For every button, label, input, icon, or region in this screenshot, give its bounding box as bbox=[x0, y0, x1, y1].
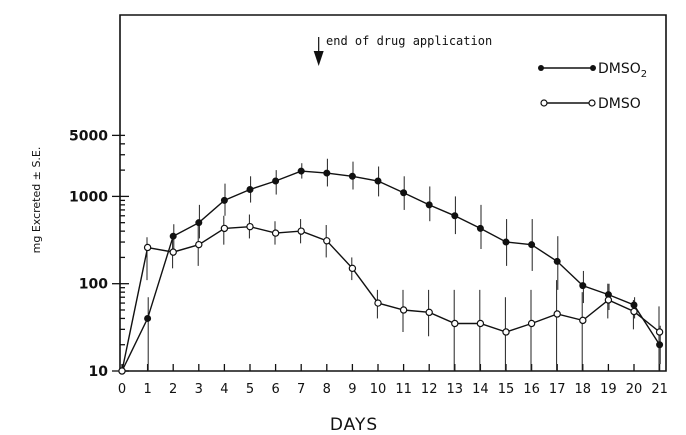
x-tick-label: 17 bbox=[549, 382, 566, 397]
data-points bbox=[118, 167, 664, 375]
dmso-point bbox=[579, 316, 587, 325]
y-tick-label: 100 bbox=[79, 277, 108, 293]
dmso2-point bbox=[425, 201, 433, 209]
dmso2-point bbox=[476, 224, 484, 232]
legend-label-dmso2-sub: 2 bbox=[641, 69, 647, 80]
dmso-point bbox=[527, 319, 536, 328]
dmso2-point bbox=[348, 172, 356, 180]
dmso2-point bbox=[169, 232, 177, 240]
x-tick-label: 3 bbox=[195, 382, 203, 397]
dmso2-point bbox=[579, 282, 587, 290]
x-tick-label: 18 bbox=[575, 382, 592, 397]
x-tick-label: 10 bbox=[370, 382, 387, 397]
dmso2-point bbox=[553, 257, 561, 265]
x-tick-label: 0 bbox=[118, 382, 126, 397]
legend-label-dmso2: DMSO2 bbox=[598, 61, 647, 80]
x-tick-label: 15 bbox=[498, 382, 515, 397]
x-tick-label: 9 bbox=[348, 382, 356, 397]
dmso-point bbox=[297, 227, 305, 235]
legend-item-dmso: DMSO bbox=[540, 96, 641, 112]
plot-frame bbox=[119, 14, 667, 372]
dmso-point bbox=[246, 222, 254, 231]
x-axis-label: DAYS bbox=[330, 415, 378, 435]
series-line-dmso bbox=[121, 225, 661, 372]
x-tick-label: 20 bbox=[626, 382, 643, 397]
dmso-point bbox=[220, 224, 229, 233]
dmso-point bbox=[425, 308, 433, 317]
dmso2-point bbox=[656, 341, 664, 349]
x-tick-label: 14 bbox=[472, 382, 489, 397]
axes bbox=[119, 14, 667, 372]
dmso-point bbox=[553, 310, 561, 318]
legend-marker-open-end bbox=[588, 99, 596, 107]
x-tick-label: 11 bbox=[395, 382, 412, 397]
legend-marker-filled bbox=[538, 65, 544, 71]
x-tick-label: 13 bbox=[447, 382, 464, 397]
dmso-point bbox=[323, 237, 331, 245]
dmso2-point bbox=[528, 241, 536, 249]
x-tick-label: 21 bbox=[651, 382, 668, 397]
dmso-point bbox=[451, 319, 459, 328]
annotation-text: end of drug application bbox=[326, 34, 492, 48]
dmso-point bbox=[502, 328, 510, 336]
x-tick-label: 16 bbox=[523, 382, 540, 397]
dmso2-point bbox=[502, 238, 510, 246]
dmso-point bbox=[348, 264, 357, 273]
y-axis-ticks: 10 100 1000 5000 bbox=[69, 128, 129, 380]
legend: DMSO2 DMSO bbox=[538, 61, 647, 112]
dmso-point bbox=[374, 299, 382, 307]
x-tick-label: 8 bbox=[323, 382, 331, 397]
dmso-point bbox=[655, 328, 664, 336]
dmso-point bbox=[195, 240, 203, 249]
x-tick-label: 12 bbox=[421, 382, 438, 397]
dmso-point bbox=[143, 243, 152, 252]
dmso-point bbox=[630, 307, 638, 316]
dmso-point bbox=[169, 248, 177, 256]
legend-label-dmso: DMSO bbox=[598, 96, 641, 112]
dmso2-point bbox=[400, 189, 408, 197]
arrow-down-icon bbox=[313, 51, 324, 66]
legend-marker-open bbox=[540, 99, 548, 107]
x-tick-label: 6 bbox=[271, 382, 279, 397]
dmso2-point bbox=[451, 212, 459, 220]
dmso2-point bbox=[374, 177, 382, 185]
dmso2-point bbox=[272, 177, 280, 185]
dmso2-point bbox=[297, 167, 305, 175]
dmso2-point bbox=[144, 314, 152, 322]
dmso-point bbox=[604, 296, 613, 304]
legend-item-dmso2: DMSO2 bbox=[538, 61, 647, 80]
x-axis-ticks: 0 1 2 3 4 5 6 7 8 9 10 11 12 13 14 15 16 17 18 19 20 21 bbox=[118, 364, 668, 397]
dmso2-point bbox=[220, 196, 228, 204]
drug-annotation: end of drug application bbox=[313, 34, 492, 66]
dmso-point bbox=[271, 229, 280, 237]
x-tick-label: 7 bbox=[297, 382, 305, 397]
legend-label-dmso2-main: DMSO bbox=[598, 61, 641, 77]
x-tick-label: 19 bbox=[600, 382, 617, 397]
series-lines bbox=[121, 170, 661, 372]
y-tick-label: 10 bbox=[89, 364, 109, 380]
dmso-point bbox=[476, 319, 485, 328]
dmso2-point bbox=[630, 301, 638, 309]
series-line-dmso2 bbox=[121, 170, 661, 372]
dmso-point bbox=[399, 306, 408, 314]
dmso2-point bbox=[195, 219, 203, 227]
x-tick-label: 1 bbox=[143, 382, 151, 397]
y-axis-label: mg Excreted ± S.E. bbox=[30, 147, 43, 254]
x-tick-label: 4 bbox=[220, 382, 228, 397]
dmso2-point bbox=[323, 169, 331, 177]
x-tick-label: 2 bbox=[169, 382, 177, 397]
y-tick-label: 5000 bbox=[69, 128, 108, 144]
dmso-point bbox=[118, 367, 126, 375]
y-tick-label: 1000 bbox=[69, 189, 108, 205]
legend-marker-filled-end bbox=[590, 65, 596, 71]
x-tick-label: 5 bbox=[246, 382, 254, 397]
dmso2-point bbox=[246, 185, 254, 193]
